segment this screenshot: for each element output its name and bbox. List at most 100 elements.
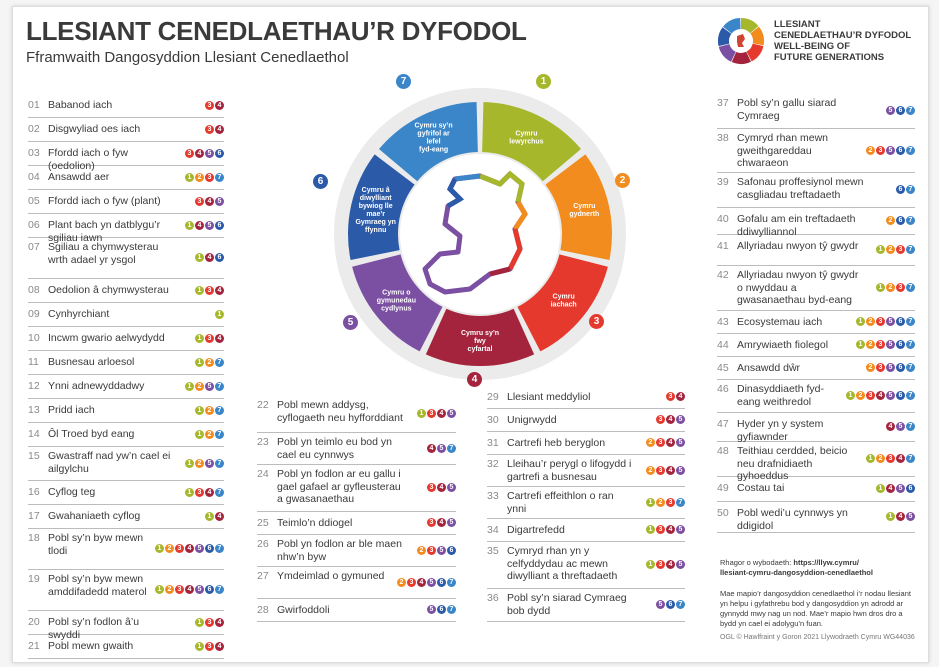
info-link-2[interactable]: llesiant-cymru-dangosyddion-cenedlaethol — [720, 568, 873, 577]
goal-badge-6: 6 — [437, 605, 446, 614]
goal-badge-5: 5 — [656, 600, 665, 609]
goal-label-5: Cymru o gymunedau cydlynus — [377, 290, 416, 313]
goal-badge-1: 1 — [195, 405, 204, 415]
goal-badge-4: 4 — [215, 285, 224, 295]
goal-badge-2: 2 — [866, 340, 875, 349]
indicator-label: Cymryd rhan mewn gweithgareddau chwaraeo… — [737, 132, 829, 169]
goal-segment-7 — [378, 102, 478, 182]
goal-badge-1: 1 — [646, 497, 655, 507]
page-subtitle: Fframwaith Dangosyddion Llesiant Cenedla… — [26, 49, 349, 66]
goal-label-7: Cymru sy’n gyfrifol ar lefel fyd-eang — [415, 123, 453, 154]
goal-badge-5: 5 — [205, 458, 214, 468]
indicator-number: 25 — [257, 517, 269, 529]
goal-badge-3: 3 — [896, 283, 905, 292]
logo-text: LLESIANT CENEDLAETHAU’R DYFODOL WELL-BEI… — [774, 19, 911, 63]
goal-badge-3: 3 — [205, 100, 214, 110]
goal-badge-3: 3 — [656, 438, 665, 447]
goal-badge-3: 3 — [656, 415, 665, 424]
goal-badge-4: 4 — [417, 577, 426, 587]
goal-badge-6: 6 — [896, 391, 905, 400]
goal-badge-1: 1 — [195, 333, 204, 343]
indicator-item: 14 Ôl Troed byd eang 1 2 7 — [28, 423, 224, 447]
goal-badge-3: 3 — [876, 340, 885, 349]
goal-badge-7: 7 — [906, 340, 915, 349]
goal-badge-7: 7 — [215, 458, 224, 468]
goal-badge-6: 6 — [896, 317, 905, 326]
indicator-number: 06 — [28, 219, 40, 231]
goal-badge-4: 4 — [886, 484, 895, 493]
goal-badge-2: 2 — [195, 172, 204, 182]
goal-badge-1: 1 — [856, 317, 865, 326]
goal-badge-4: 4 — [896, 512, 905, 521]
indicator-label: Llesiant meddyliol — [507, 391, 591, 403]
indicator-label: Costau tai — [737, 482, 785, 494]
goal-badge-1: 1 — [195, 253, 204, 262]
indicator-number: 01 — [28, 99, 40, 111]
goal-badge-5: 5 — [886, 391, 895, 400]
goal-badge-5: 5 — [195, 585, 204, 594]
goal-badge-7: 7 — [906, 106, 915, 115]
goal-badge-5: 5 — [437, 545, 446, 555]
goal-badge-3: 3 — [886, 454, 895, 463]
indicator-label: Pobl yn fodlon ar ble maen nhw’n byw — [277, 538, 402, 563]
goal-badge-4: 4 — [205, 253, 214, 262]
goal-badge-5: 5 — [896, 484, 905, 493]
goal-badge-1: 1 — [195, 641, 204, 651]
indicator-item: 20 Pobl sy’n fodlon â’u swyddi 1 3 4 — [28, 611, 224, 641]
goal-badge-4: 4 — [205, 487, 214, 497]
indicator-item: 05 Ffordd iach o fyw (plant) 3 4 5 — [28, 190, 224, 214]
indicator-number: 03 — [28, 147, 40, 159]
indicator-label: Amrywiaeth fiolegol — [737, 339, 829, 351]
goal-badge-4: 4 — [185, 585, 194, 594]
goal-badge-7: 7 — [215, 172, 224, 182]
goal-badge-1: 1 — [185, 172, 194, 182]
indicator-item: 02 Disgwyliad oes iach 3 4 — [28, 118, 224, 142]
goal-badge-5: 5 — [195, 544, 204, 553]
indicator-label: Ôl Troed byd eang — [48, 428, 135, 440]
goal-number-7: 7 — [396, 74, 411, 89]
goal-badge-2: 2 — [646, 465, 655, 475]
goal-badge-6: 6 — [906, 484, 915, 493]
indicator-number: 43 — [717, 316, 729, 328]
indicator-item: 34 Digartrefedd 1 3 4 5 — [487, 519, 685, 542]
info-paragraph: Mae mapio’r dangosyddion cenedlaethol i’… — [720, 589, 911, 628]
goal-badge-4: 4 — [666, 465, 675, 475]
goal-badge-6: 6 — [215, 253, 224, 262]
indicator-number: 05 — [28, 195, 40, 207]
goal-segment-6 — [348, 154, 415, 260]
goals-wheel: Cymru lewyrchus Cymru gydnerth Cymru iachach C… — [334, 88, 626, 380]
indicator-label: Cynhyrchiant — [48, 308, 110, 320]
indicator-column-2: 22 Pobl mewn addysg, cyflogaeth neu hyffo… — [257, 396, 456, 622]
goal-badge-4: 4 — [886, 422, 895, 431]
goal-number-1: 1 — [536, 74, 551, 89]
logo-segment-7 — [723, 18, 741, 34]
indicator-number: 46 — [717, 383, 729, 395]
goal-badge-5: 5 — [886, 340, 895, 349]
indicator-label: Teimlo’n ddiogel — [277, 517, 353, 529]
goal-badge-5: 5 — [205, 220, 214, 230]
indicator-number: 38 — [717, 132, 729, 144]
info-link-1[interactable]: https://llyw.cymru/ — [793, 558, 859, 567]
indicator-item: 29 Llesiant meddyliol 3 4 — [487, 386, 685, 409]
goal-badge-5: 5 — [676, 560, 685, 569]
goal-badge-5: 5 — [906, 512, 915, 521]
goal-badge-5: 5 — [886, 317, 895, 326]
indicator-item: 13 Pridd iach 1 2 7 — [28, 399, 224, 423]
indicator-item: 37 Pobl sy’n gallu siarad Cymraeg 5 6 7 — [717, 94, 915, 129]
indicator-number: 40 — [717, 213, 729, 225]
goal-badge-7: 7 — [906, 185, 915, 194]
indicator-number: 12 — [28, 380, 40, 392]
goal-badge-3: 3 — [876, 363, 885, 372]
goal-badge-5: 5 — [676, 415, 685, 424]
